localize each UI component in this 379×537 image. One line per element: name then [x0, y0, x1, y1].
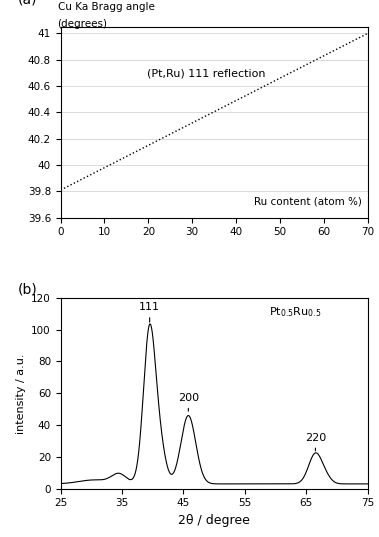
- Text: (Pt,Ru) 111 reflection: (Pt,Ru) 111 reflection: [147, 69, 265, 79]
- Text: Pt$_{0.5}$Ru$_{0.5}$: Pt$_{0.5}$Ru$_{0.5}$: [269, 306, 322, 320]
- Text: (a): (a): [18, 0, 37, 6]
- Text: Ru content (atom %): Ru content (atom %): [254, 196, 362, 206]
- Text: 200: 200: [178, 393, 199, 411]
- Text: Cu Ka Bragg angle: Cu Ka Bragg angle: [58, 2, 155, 12]
- Text: 111: 111: [139, 302, 160, 322]
- Y-axis label: intensity / a.u.: intensity / a.u.: [16, 353, 26, 433]
- Text: (degrees): (degrees): [58, 19, 108, 29]
- Text: (b): (b): [18, 282, 38, 296]
- X-axis label: 2θ / degree: 2θ / degree: [178, 514, 250, 527]
- Text: 220: 220: [305, 432, 326, 451]
